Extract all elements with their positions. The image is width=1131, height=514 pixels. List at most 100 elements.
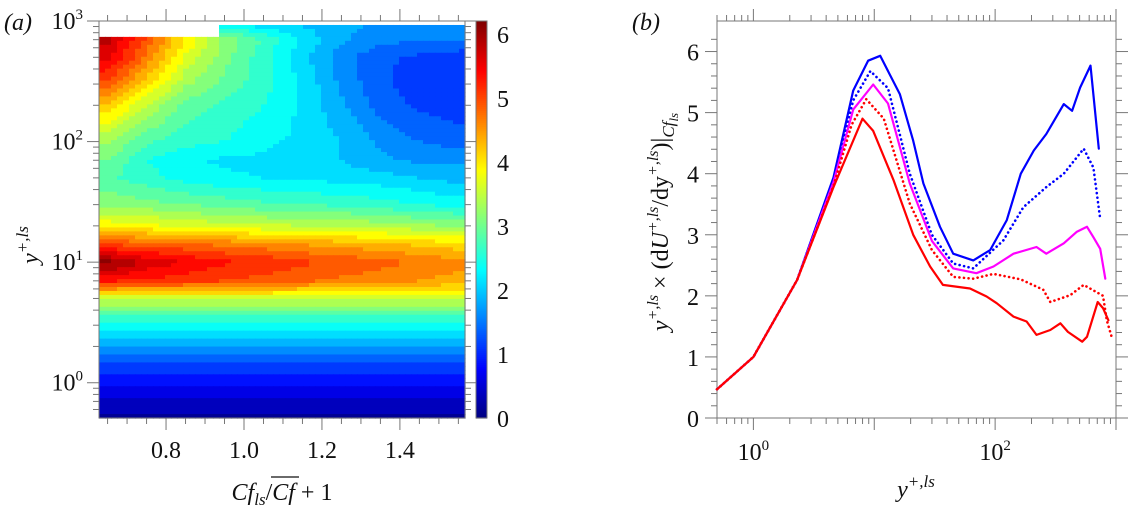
heatmap-cell bbox=[123, 88, 130, 94]
heatmap-cell bbox=[429, 243, 436, 248]
heatmap-cell bbox=[321, 171, 328, 177]
heatmap-cell bbox=[213, 64, 220, 70]
heatmap-cell bbox=[279, 44, 286, 50]
heatmap-cell bbox=[381, 187, 388, 193]
heatmap-cell bbox=[321, 239, 328, 244]
heatmap-cell bbox=[255, 183, 262, 189]
heatmap-cell bbox=[111, 187, 118, 193]
heatmap-cell bbox=[345, 211, 352, 217]
heatmap-cell bbox=[159, 283, 166, 288]
heatmap-cell bbox=[123, 112, 130, 117]
heatmap-cell bbox=[387, 191, 394, 197]
heatmap-cell bbox=[183, 80, 190, 86]
heatmap-cell bbox=[459, 36, 466, 42]
heatmap-cell bbox=[327, 32, 334, 38]
heatmap-cell bbox=[123, 271, 130, 276]
heatmap-cell bbox=[237, 68, 244, 74]
heatmap-cell bbox=[357, 235, 364, 240]
heatmap-cell bbox=[177, 318, 184, 324]
heatmap-cell bbox=[255, 275, 262, 280]
heatmap-cell bbox=[411, 179, 418, 185]
heatmap-cell bbox=[297, 342, 304, 348]
heatmap-cell bbox=[303, 267, 310, 272]
heatmap-cell bbox=[267, 112, 274, 117]
heatmap-cell bbox=[105, 80, 112, 86]
heatmap-cell bbox=[159, 306, 166, 312]
heatmap-cell bbox=[135, 96, 142, 101]
heatmap-cell bbox=[387, 88, 394, 94]
heatmap-cell bbox=[267, 96, 274, 101]
heatmap-cell bbox=[441, 251, 448, 256]
heatmap-cell bbox=[267, 310, 274, 316]
heatmap-cell bbox=[441, 211, 448, 217]
heatmap-cell bbox=[291, 334, 298, 340]
heatmap-cell bbox=[417, 108, 424, 113]
heatmap-cell bbox=[291, 96, 298, 101]
heatmap-cell bbox=[321, 128, 328, 133]
heatmap-cell bbox=[387, 140, 394, 145]
heatmap-cell bbox=[423, 88, 430, 94]
heatmap-cell bbox=[243, 120, 250, 125]
heatmap-cell bbox=[189, 159, 196, 165]
heatmap-cell bbox=[393, 175, 400, 181]
heatmap-cell bbox=[375, 239, 382, 244]
heatmap-cell bbox=[435, 263, 442, 268]
heatmap-cell bbox=[333, 80, 340, 86]
heatmap-cell bbox=[147, 195, 154, 201]
heatmap-cell bbox=[267, 255, 274, 260]
heatmap-cell bbox=[453, 247, 460, 252]
heatmap-cell bbox=[309, 342, 316, 348]
heatmap-cell bbox=[255, 152, 262, 157]
heatmap-cell bbox=[261, 96, 268, 101]
heatmap-cell bbox=[297, 267, 304, 272]
heatmap-cell bbox=[285, 28, 292, 34]
heatmap-cell bbox=[285, 318, 292, 324]
heatmap-cell bbox=[291, 136, 298, 141]
heatmap-cell bbox=[363, 271, 370, 276]
heatmap-cell bbox=[189, 255, 196, 260]
heatmap-cell bbox=[405, 195, 412, 201]
heatmap-cell bbox=[333, 56, 340, 62]
heatmap-cell bbox=[429, 251, 436, 256]
heatmap-cell bbox=[309, 314, 316, 320]
heatmap-cell bbox=[141, 199, 148, 205]
heatmap-cell bbox=[303, 207, 310, 213]
heatmap-cell bbox=[285, 148, 292, 153]
heatmap-cell bbox=[147, 92, 154, 98]
heatmap-cell bbox=[225, 72, 232, 78]
heatmap-cell bbox=[441, 163, 448, 169]
heatmap-cell bbox=[381, 247, 388, 252]
heatmap-cell bbox=[141, 36, 148, 42]
heatmap-cell bbox=[129, 171, 136, 177]
heatmap-cell bbox=[321, 251, 328, 256]
heatmap-cell bbox=[381, 235, 388, 240]
heatmap-cell bbox=[369, 68, 376, 74]
heatmap-cell bbox=[255, 318, 262, 324]
heatmap-cell bbox=[219, 239, 226, 244]
heatmap-cell bbox=[363, 64, 370, 70]
heatmap-cell bbox=[183, 251, 190, 256]
heatmap-cell bbox=[417, 259, 424, 264]
heatmap-cell bbox=[183, 283, 190, 288]
heatmap-cell bbox=[435, 207, 442, 213]
heatmap-cell bbox=[393, 219, 400, 225]
heatmap-cell bbox=[207, 207, 214, 213]
heatmap-cell bbox=[135, 342, 142, 348]
heatmap-cell bbox=[219, 211, 226, 217]
heatmap-cell bbox=[195, 148, 202, 153]
heatmap-cell bbox=[183, 223, 190, 229]
heatmap-cell bbox=[339, 136, 346, 141]
heatmap-cell bbox=[393, 207, 400, 213]
heatmap-cell bbox=[351, 136, 358, 141]
heatmap-cell bbox=[99, 275, 106, 280]
heatmap-cell bbox=[387, 239, 394, 244]
heatmap-cell bbox=[327, 251, 334, 256]
heatmap-cell bbox=[231, 318, 238, 324]
heatmap-cell bbox=[399, 314, 406, 320]
heatmap-cell bbox=[447, 334, 454, 340]
heatmap-cell bbox=[255, 171, 262, 177]
heatmap-cell bbox=[201, 326, 208, 332]
heatmap-cell bbox=[297, 294, 304, 300]
heatmap-cell bbox=[375, 191, 382, 197]
heatmap-cell bbox=[285, 159, 292, 165]
